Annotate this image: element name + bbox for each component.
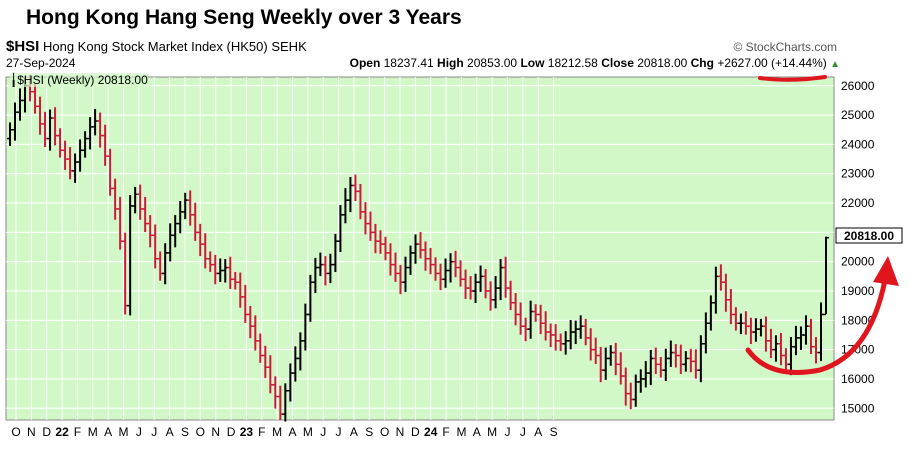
y-tick-label: 16000: [841, 372, 875, 386]
red-curved-arrow: [745, 256, 899, 375]
y-tick-label: 22000: [841, 196, 875, 210]
x-tick-label: A: [288, 425, 296, 439]
chart-title: Hong Kong Hang Seng Weekly over 3 Years: [26, 6, 462, 29]
chg-label: Chg: [690, 56, 714, 70]
x-tick-label: N: [396, 425, 405, 439]
x-tick-label: J: [320, 425, 326, 439]
x-tick-label: D: [411, 425, 420, 439]
open-label: Open: [349, 56, 381, 70]
x-tick-label: M: [456, 425, 466, 439]
x-tick-label: J: [136, 425, 142, 439]
bar-icon: ╽: [10, 73, 18, 87]
arrow-head-icon: [873, 256, 899, 286]
x-tick-label: A: [473, 425, 481, 439]
low-value: 18212.58: [547, 56, 598, 70]
x-axis: O N D 22 F M A M J J A S O N D 23 F M A M J J A S O N D 24 F M A M J J A S: [11, 425, 557, 439]
y-tick-label: 18000: [841, 313, 875, 327]
y-tick-label: 19000: [841, 284, 875, 298]
y-tick-label: 24000: [841, 137, 875, 151]
x-tick-label: A: [350, 425, 358, 439]
x-tick-label: D: [42, 425, 51, 439]
x-tick-label: M: [303, 425, 313, 439]
high-value: 20853.00: [467, 56, 518, 70]
x-tick-label: F: [74, 425, 81, 439]
y-tick-label: 26000: [841, 79, 875, 93]
x-tick-label: M: [272, 425, 282, 439]
exchange: SEHK: [271, 39, 307, 54]
x-tick-label: A: [534, 425, 542, 439]
ohlc-readout: Open 18237.41 High 20853.00 Low 18212.58…: [350, 56, 840, 70]
chg-pct-value: (+14.44%): [771, 56, 827, 70]
ohlc-bars: [7, 74, 829, 422]
grid-lines: [6, 77, 834, 420]
x-tick-label: J: [151, 425, 157, 439]
x-tick-label: S: [365, 425, 373, 439]
last-price-label: 20818.00: [844, 229, 894, 243]
up-triangle-icon: ▲: [830, 59, 840, 70]
x-tick-label: 23: [240, 425, 254, 439]
last-price-box: [835, 227, 903, 244]
y-tick-label: 23000: [841, 167, 875, 181]
x-tick-label: D: [227, 425, 236, 439]
high-label: High: [437, 56, 464, 70]
close-label: Close: [601, 56, 634, 70]
chg-value: +2627.00: [717, 56, 768, 70]
index-name: Hong Kong Stock Market Index (HK50): [42, 39, 268, 54]
last-price-marker: 20818.00: [835, 227, 903, 244]
low-label: Low: [520, 56, 545, 70]
x-tick-label: J: [505, 425, 511, 439]
x-tick-label: F: [258, 425, 265, 439]
chart-date: 27-Sep-2024: [6, 56, 76, 70]
y-tick-label: 15000: [841, 401, 875, 415]
x-tick-label: M: [88, 425, 98, 439]
x-tick-label: S: [550, 425, 558, 439]
x-tick-label: S: [181, 425, 189, 439]
y-axis: 1500016000170001800019000200002100022000…: [841, 79, 875, 415]
x-tick-label: F: [442, 425, 449, 439]
stockcharts-watermark: © StockCharts.com: [733, 40, 837, 54]
close-value: 20818.00: [637, 56, 688, 70]
x-tick-label: 22: [55, 425, 69, 439]
ohlc-bar: [823, 236, 829, 316]
x-tick-label: J: [520, 425, 526, 439]
x-tick-label: O: [196, 425, 205, 439]
x-tick-label: M: [487, 425, 497, 439]
x-tick-label: O: [11, 425, 20, 439]
chart-header-ohlc-row: 27-Sep-2024 Open 18237.41 High 20853.00 …: [6, 56, 840, 70]
chart-header-symbol-row: $HSI Hong Kong Stock Market Index (HK50)…: [6, 38, 307, 55]
x-tick-label: O: [380, 425, 389, 439]
symbol: $HSI: [6, 38, 40, 55]
red-underline-annotation: [758, 75, 827, 82]
y-tick-label: 20000: [841, 255, 875, 269]
x-tick-label: N: [27, 425, 36, 439]
x-tick-label: N: [211, 425, 220, 439]
x-tick-label: A: [166, 425, 174, 439]
x-tick-label: M: [119, 425, 129, 439]
x-tick-label: 24: [424, 425, 438, 439]
y-tick-label: 25000: [841, 108, 875, 122]
x-tick-label: A: [104, 425, 112, 439]
legend-text: $HSI (Weekly) 20818.00: [17, 73, 148, 87]
x-tick-label: J: [336, 425, 342, 439]
open-value: 18237.41: [383, 56, 434, 70]
series-legend: ╽$HSI (Weekly) 20818.00: [10, 73, 148, 87]
